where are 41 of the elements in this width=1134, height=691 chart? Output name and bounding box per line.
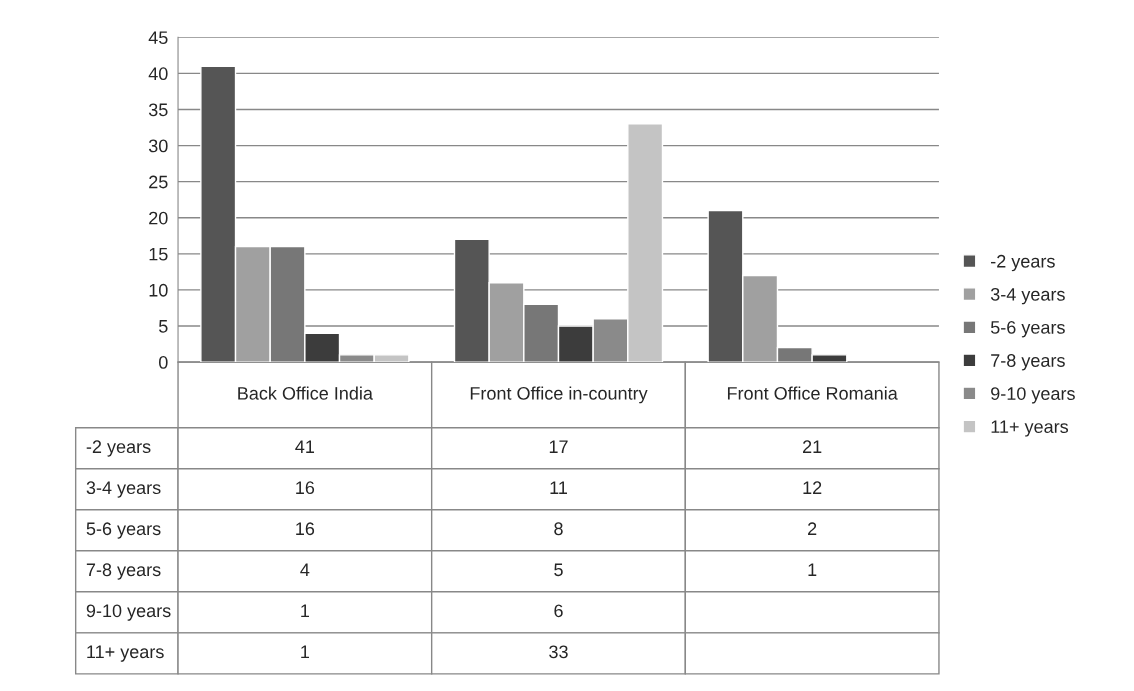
- legend-label: 5-6 years: [990, 321, 1065, 338]
- data-label: 16: [296, 522, 315, 536]
- legend-label: 7-8 years: [991, 354, 1065, 371]
- y-tick-label: 25: [149, 175, 168, 189]
- data-label: 2: [808, 522, 817, 535]
- text: 11+ years: [87, 645, 164, 662]
- x-tick-label: Front Office Romania: [727, 386, 898, 400]
- data-label: 12: [803, 481, 822, 494]
- data-label: 6: [554, 604, 563, 618]
- text: 5-6 years: [86, 522, 161, 539]
- data-label: 11: [550, 481, 567, 494]
- y-tick-label: 20: [149, 211, 168, 225]
- data-label: 16: [296, 481, 315, 495]
- data-label: 21: [803, 440, 822, 453]
- y-tick-label: 5: [159, 320, 168, 333]
- data-label: 41: [295, 440, 315, 453]
- legend-label: 9-10 years: [991, 387, 1075, 404]
- text: 7-8 years: [86, 563, 161, 580]
- data-label: 1: [301, 645, 309, 659]
- y-tick-label: 40: [148, 67, 168, 81]
- data-label: 1: [808, 563, 817, 576]
- data-label: 4: [300, 563, 310, 576]
- legend-label: -2 years: [991, 254, 1055, 272]
- legend-label: 11+ years: [991, 420, 1069, 437]
- data-label: 5: [554, 563, 563, 577]
- data-label: 17: [549, 440, 568, 453]
- y-tick-label: 0: [158, 356, 168, 369]
- text: -2 years: [86, 440, 151, 457]
- text: 9-10 years: [86, 604, 171, 621]
- y-tick-label: 45: [148, 31, 168, 45]
- legend-label: 3-4 years: [990, 287, 1065, 305]
- y-tick-label: 35: [148, 103, 168, 117]
- data-label: 8: [554, 522, 563, 536]
- y-tick-label: 15: [149, 247, 168, 261]
- x-tick-label: Back Office India: [238, 386, 373, 400]
- y-tick-label: 10: [149, 283, 168, 297]
- text: 3-4 years: [86, 481, 161, 498]
- y-tick-label: 30: [148, 139, 168, 153]
- x-tick-label: Front Office in-country: [470, 386, 648, 404]
- data-label: 1: [301, 604, 309, 617]
- data-label: 33: [549, 645, 568, 659]
